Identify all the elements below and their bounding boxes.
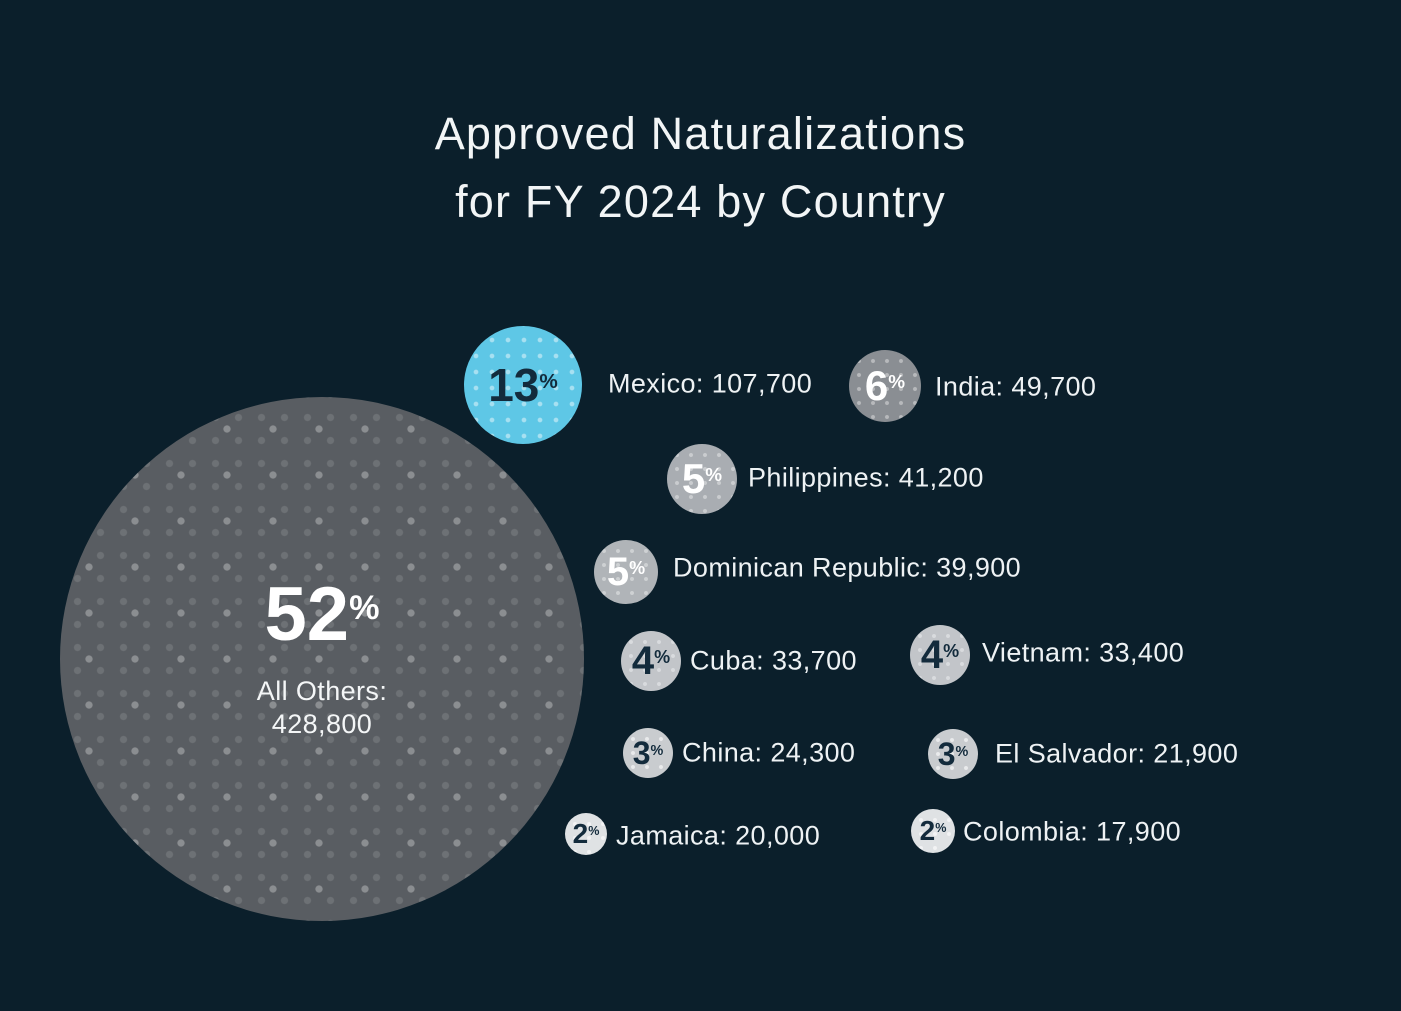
mexico-percent: 13%	[488, 362, 558, 408]
bubble-india: 6%	[849, 350, 921, 422]
label-mexico: Mexico: 107,700	[608, 368, 813, 399]
percent-sign: %	[654, 646, 671, 667]
percent-sign: %	[935, 821, 947, 836]
percent-sign: %	[349, 588, 380, 627]
percent-sign: %	[955, 744, 969, 761]
el-salvador-percent-value: 3	[937, 736, 956, 772]
bubble-vietnam: 4%	[910, 625, 970, 685]
china-percent: 3%	[633, 737, 664, 769]
percent-sign: %	[943, 640, 960, 661]
page-title-line1: Approved Naturalizations	[434, 108, 967, 159]
china-percent-value: 3	[632, 735, 651, 771]
jamaica-percent: 2%	[573, 820, 600, 848]
page-title-line2: for FY 2024 by Country	[455, 176, 946, 227]
cuba-percent-value: 4	[631, 639, 655, 683]
label-philippines: Philippines: 41,200	[748, 462, 984, 493]
percent-sign: %	[588, 824, 600, 839]
vietnam-percent-value: 4	[920, 633, 944, 677]
all-others-caption-line2: 428,800	[271, 709, 373, 739]
el-salvador-percent: 3%	[938, 738, 969, 770]
all-others-caption-line1: All Others:	[256, 676, 388, 706]
bubble-philippines: 5%	[667, 444, 737, 514]
label-dominican-republic: Dominican Republic: 39,900	[673, 552, 1022, 583]
page-title: Approved Naturalizations for FY 2024 by …	[0, 100, 1401, 236]
dominican-republic-percent-value: 5	[606, 550, 630, 594]
bubble-jamaica: 2%	[565, 813, 607, 855]
bubble-el-salvador: 3%	[928, 729, 978, 779]
label-el-salvador: El Salvador: 21,900	[995, 738, 1239, 769]
dominican-republic-percent: 5%	[607, 552, 645, 592]
bubble-dominican-republic: 5%	[594, 540, 658, 604]
percent-sign: %	[705, 465, 723, 487]
philippines-percent-value: 5	[681, 455, 706, 502]
all-others-percent-value: 52	[264, 572, 350, 657]
label-jamaica: Jamaica: 20,000	[616, 820, 821, 851]
label-china: China: 24,300	[682, 737, 856, 768]
label-vietnam: Vietnam: 33,400	[982, 637, 1185, 668]
bubble-all-others: 52% All Others: 428,800	[60, 397, 584, 921]
cuba-percent: 4%	[632, 641, 670, 681]
bubble-colombia: 2%	[911, 809, 955, 853]
percent-sign: %	[539, 370, 558, 394]
percent-sign: %	[650, 743, 664, 760]
india-percent: 6%	[865, 365, 905, 407]
bubble-cuba: 4%	[621, 631, 681, 691]
colombia-percent: 2%	[920, 817, 947, 845]
mexico-percent-value: 13	[488, 359, 540, 411]
label-india: India: 49,700	[935, 371, 1097, 402]
percent-sign: %	[629, 557, 646, 578]
percent-sign: %	[888, 372, 906, 394]
all-others-percent: 52%	[265, 577, 380, 653]
vietnam-percent: 4%	[921, 635, 959, 675]
label-cuba: Cuba: 33,700	[690, 645, 857, 676]
label-colombia: Colombia: 17,900	[963, 816, 1182, 847]
philippines-percent: 5%	[682, 458, 722, 500]
india-percent-value: 6	[864, 362, 889, 409]
colombia-percent-value: 2	[919, 815, 936, 846]
bubble-china: 3%	[623, 728, 673, 778]
bubble-mexico: 13%	[464, 326, 582, 444]
all-others-caption: All Others: 428,800	[257, 675, 387, 741]
jamaica-percent-value: 2	[572, 818, 589, 849]
